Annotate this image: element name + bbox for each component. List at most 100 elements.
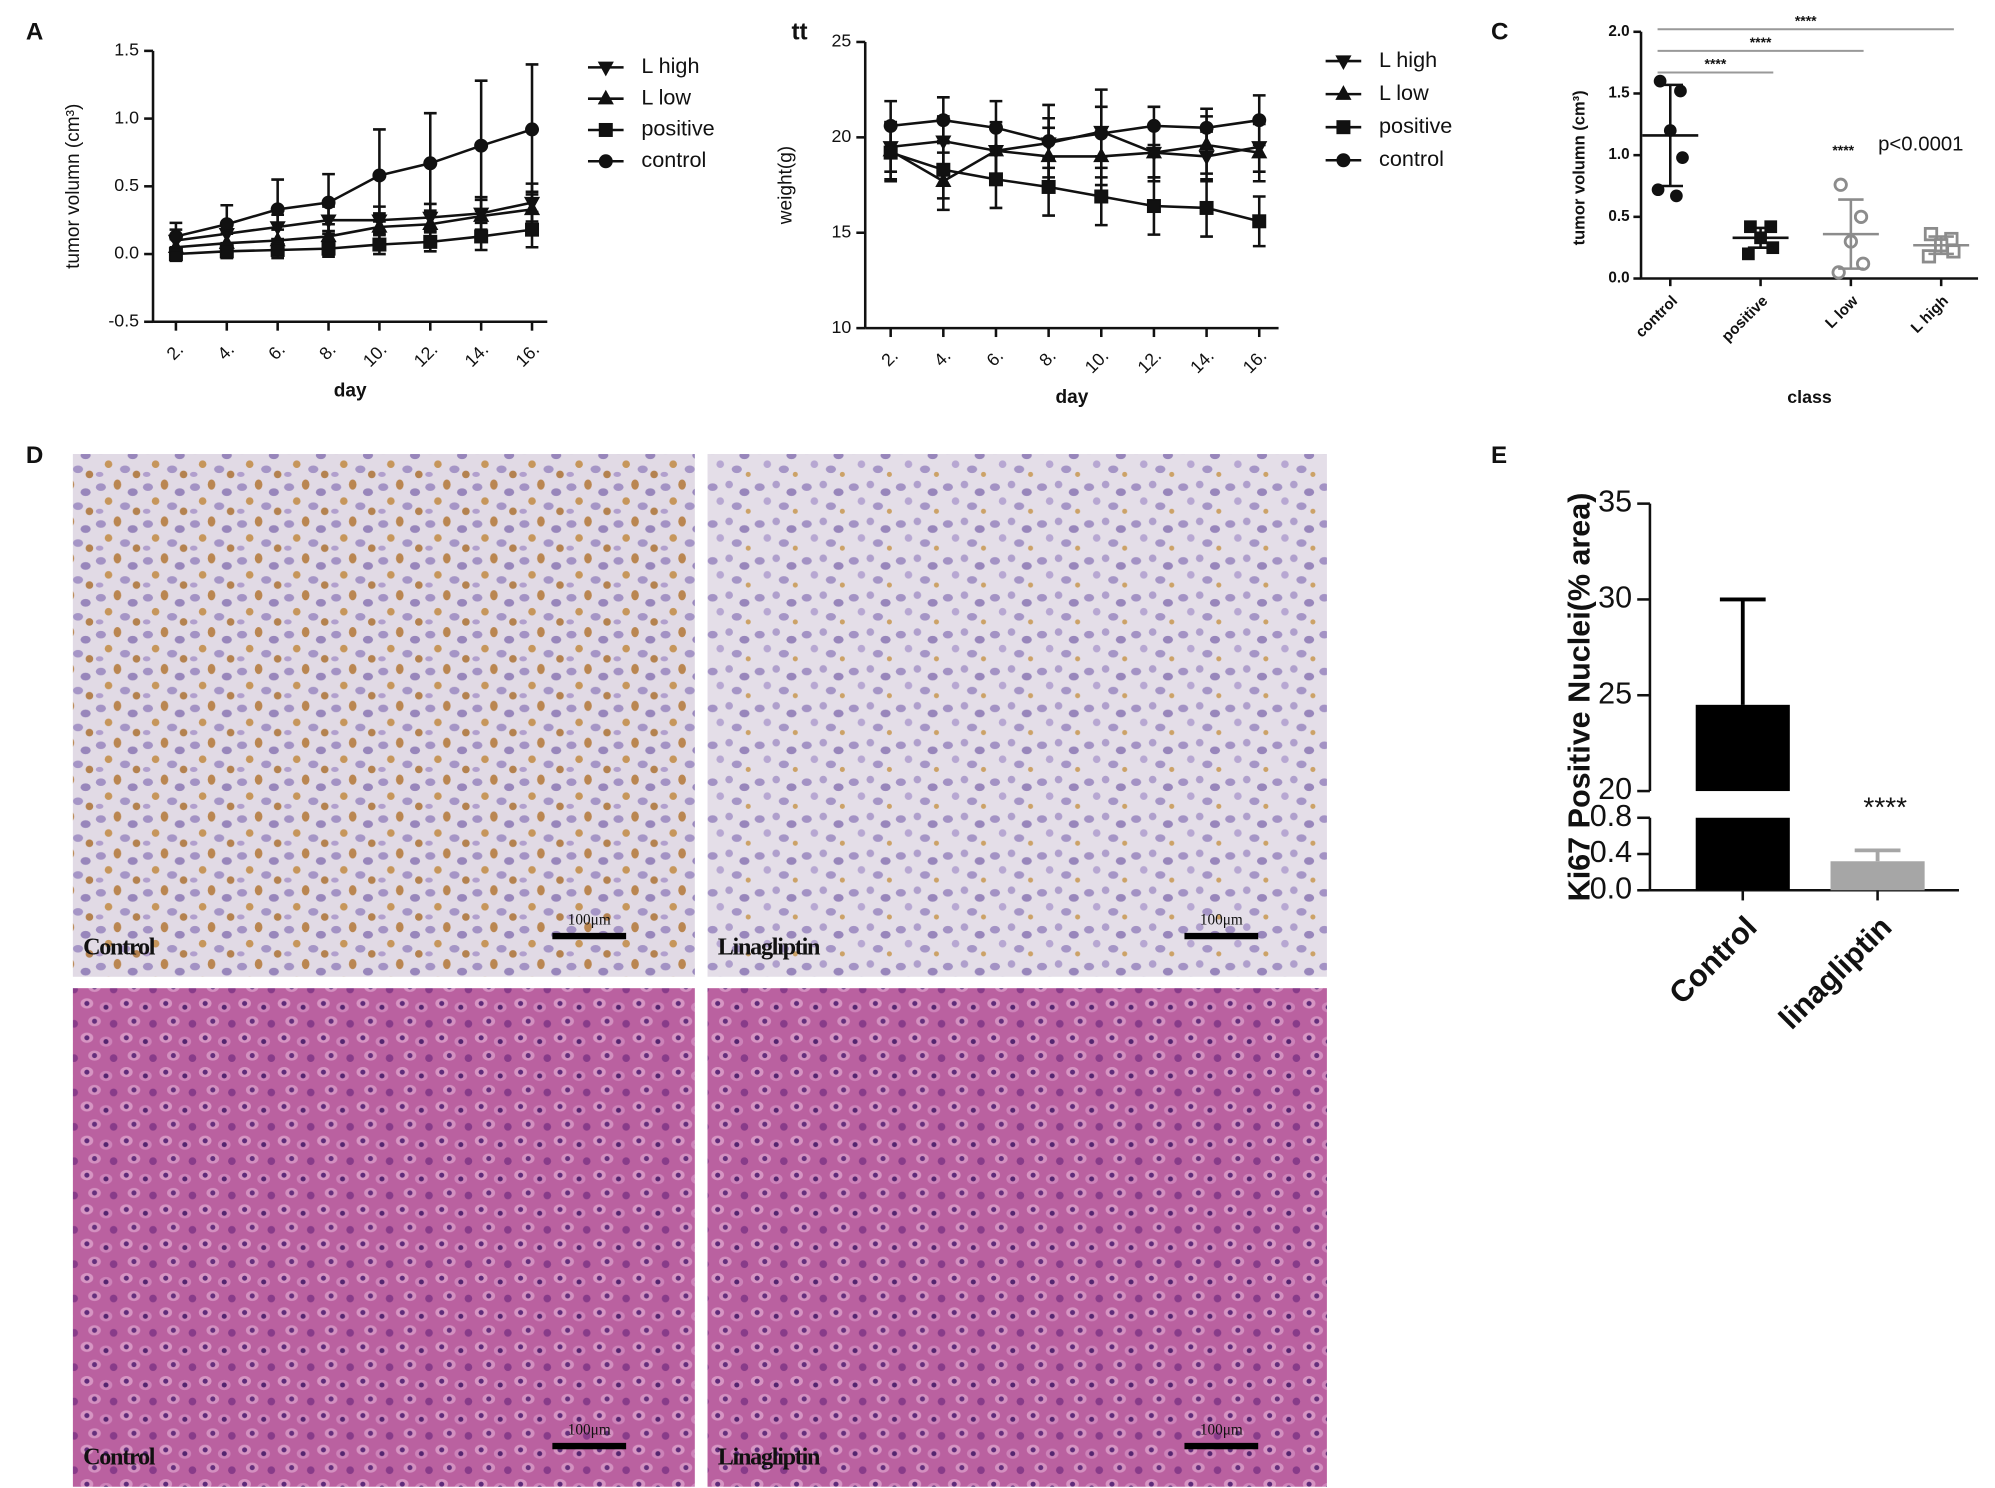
marker [321,195,336,210]
marker [270,202,285,217]
micrograph [707,988,1327,1487]
series-line [175,228,533,256]
y-tick-label: 0.5 [1608,208,1630,225]
marker [1251,143,1268,159]
y-axis-label: tumor volumn (cm³) [63,104,84,269]
legend-marker [598,122,613,137]
marker [372,168,387,183]
micrograph [707,454,1327,977]
marker [1146,118,1161,133]
x-tick-label: 12. [410,339,442,371]
x-axis-label: day [1055,387,1088,408]
significance-label: **** [1795,12,1817,28]
micrograph [72,988,695,1487]
marker [988,172,1003,187]
micrograph [72,454,695,977]
y-tick-label: 0.0 [114,243,139,263]
error-bar [1854,848,1901,862]
micrograph-shade [707,988,1327,1487]
marker [423,156,438,171]
x-tick-label: 6. [264,339,289,364]
micrograph-shade [72,454,695,977]
x-tick-label: Control [1663,910,1764,1011]
legend-label: L high [1379,47,1437,72]
marker [473,207,490,222]
x-tick-label: 14. [461,339,493,371]
marker [1742,247,1755,261]
scale-label: 100μm [568,1421,611,1438]
y-tick-label: 1.0 [114,107,139,127]
marker [1670,189,1683,203]
marker [1252,113,1267,128]
legend-marker [597,61,614,77]
legend-marker [1335,85,1352,100]
marker [1676,151,1689,164]
marker [936,113,951,128]
x-axis-label: day [334,381,367,402]
marker [1199,200,1214,215]
bar [1830,861,1925,891]
y-tick-label: 20 [831,126,851,146]
y-tick-label: 0.5 [114,175,139,195]
y-axis-label: tumor volumn (cm³) [1569,90,1588,245]
series-line [175,208,533,249]
marker [423,234,438,249]
legend-marker [1335,55,1352,70]
series-line [175,201,533,242]
legend-label: control [1379,146,1444,171]
y-tick-label: 1.5 [1608,85,1630,102]
marker [1921,249,1937,264]
sd-bar [1838,198,1864,270]
x-tick-label: 10. [359,339,391,371]
y-tick-label: 1.0 [1608,146,1629,163]
micrograph-label: Control [83,1443,156,1470]
y-tick-label: 15 [831,221,851,241]
x-axis-label: class [1787,387,1832,407]
marker [525,122,540,137]
marker [1674,84,1687,98]
bar [1695,704,1790,792]
y-tick-label: 2.0 [1608,23,1629,40]
x-tick-label: 2. [877,346,902,371]
x-tick-label: positive [1719,293,1772,346]
marker [1094,126,1109,141]
y-tick-label: 25 [1598,676,1632,710]
x-tick-label: 16. [1239,346,1271,378]
y-axis-label: weight(g) [775,146,796,225]
legend-label: positive [641,116,714,141]
marker [988,120,1003,135]
x-tick-label: 4. [213,339,238,364]
series-line [890,151,1260,223]
micrograph-shade [72,988,695,1487]
panel-label: D [26,442,43,469]
legend-marker [1336,120,1351,135]
x-tick-label: 2. [163,339,188,364]
scale-label: 100μm [568,911,611,928]
x-tick-label: control [1632,293,1681,342]
series-line [890,118,1260,143]
y-axis-label: Ki67 Positive Nuclei(% area) [1562,493,1596,902]
marker [1853,209,1869,224]
marker [321,241,336,256]
marker [219,244,234,259]
series-line [890,143,1260,183]
legend-label: L low [641,84,691,109]
x-tick-label: 10. [1081,346,1113,378]
x-tick-label: 4. [930,346,955,371]
x-tick-label: 16. [512,339,544,371]
marker [883,118,898,133]
legend-marker [598,154,613,169]
legend-marker [597,89,614,105]
x-tick-label: 8. [315,339,340,364]
y-tick-label: 20 [1598,772,1632,806]
micrograph-label: Linagliptin [718,1443,821,1470]
marker [1041,179,1056,194]
x-tick-label: 6. [983,346,1008,371]
panel-label: A [26,18,43,45]
marker [1199,120,1214,135]
marker [270,242,285,257]
panel-label: C [1491,18,1508,45]
y-tick-label: 0.8 [1590,799,1632,833]
marker [1094,189,1109,204]
